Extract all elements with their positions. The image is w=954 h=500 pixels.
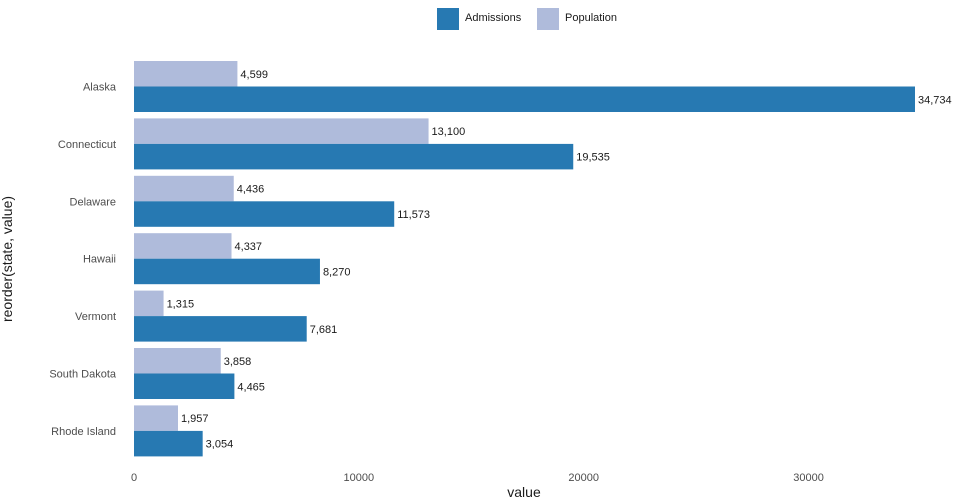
legend-swatch-admissions bbox=[437, 8, 459, 30]
bar-population-rhode-island bbox=[134, 405, 179, 431]
legend-label-population: Population bbox=[565, 12, 617, 24]
category-label-rhode-island: Rhode Island bbox=[51, 426, 116, 438]
data-label-population-vermont: 1,315 bbox=[167, 298, 195, 310]
bar-labels-group: 4,599 34,734 13,100 19,535 4,436 11,573 4,337 8… bbox=[167, 69, 952, 451]
bars-group bbox=[134, 61, 915, 457]
bar-population-delaware bbox=[134, 175, 234, 202]
data-label-population-connecticut: 13,100 bbox=[432, 126, 466, 138]
x-tick-labels-group: 0 10000 20000 30000 bbox=[131, 472, 824, 484]
category-label-delaware: Delaware bbox=[70, 196, 116, 208]
data-label-admissions-vermont: 7,681 bbox=[310, 324, 338, 336]
bar-admissions-rhode-island bbox=[134, 430, 203, 457]
bar-admissions-connecticut bbox=[134, 143, 574, 170]
data-label-admissions-rhode-island: 3,054 bbox=[206, 439, 234, 451]
bar-admissions-delaware bbox=[134, 201, 395, 227]
data-label-population-delaware: 4,436 bbox=[237, 184, 265, 196]
data-label-admissions-south-dakota: 4,465 bbox=[237, 381, 265, 393]
x-axis-label: value bbox=[507, 484, 541, 500]
category-label-hawaii: Hawaii bbox=[83, 254, 116, 266]
bar-population-hawaii bbox=[134, 233, 232, 259]
category-label-connecticut: Connecticut bbox=[58, 139, 116, 151]
data-label-admissions-connecticut: 19,535 bbox=[576, 152, 610, 164]
bar-population-connecticut bbox=[134, 118, 429, 144]
category-label-vermont: Vermont bbox=[75, 311, 116, 323]
bar-admissions-hawaii bbox=[134, 258, 320, 285]
x-tick-label-10000: 10000 bbox=[344, 472, 375, 484]
bar-admissions-vermont bbox=[134, 316, 307, 342]
x-tick-label-0: 0 bbox=[131, 472, 137, 484]
y-axis-label: reorder(state, value) bbox=[0, 196, 15, 322]
category-labels-group: Alaska Connecticut Delaware Hawaii Vermont So… bbox=[49, 82, 117, 438]
legend-swatch-population bbox=[537, 8, 559, 30]
data-label-population-alaska: 4,599 bbox=[240, 69, 268, 81]
category-label-alaska: Alaska bbox=[83, 82, 117, 94]
data-label-population-rhode-island: 1,957 bbox=[181, 413, 209, 425]
x-tick-label-30000: 30000 bbox=[793, 472, 824, 484]
data-label-population-south-dakota: 3,858 bbox=[224, 356, 252, 368]
bar-population-vermont bbox=[134, 290, 164, 317]
bar-admissions-south-dakota bbox=[134, 373, 235, 399]
bar-population-alaska bbox=[134, 61, 238, 87]
category-label-south-dakota: South Dakota bbox=[49, 369, 117, 381]
data-label-population-hawaii: 4,337 bbox=[235, 241, 263, 253]
data-label-admissions-alaska: 34,734 bbox=[918, 94, 952, 106]
bar-admissions-alaska bbox=[134, 86, 915, 112]
data-label-admissions-delaware: 11,573 bbox=[397, 209, 430, 221]
x-tick-label-20000: 20000 bbox=[568, 472, 599, 484]
bar-population-south-dakota bbox=[134, 348, 221, 374]
legend-label-admissions: Admissions bbox=[465, 12, 522, 24]
legend: Admissions Population bbox=[0, 8, 954, 30]
data-label-admissions-hawaii: 8,270 bbox=[323, 266, 351, 278]
